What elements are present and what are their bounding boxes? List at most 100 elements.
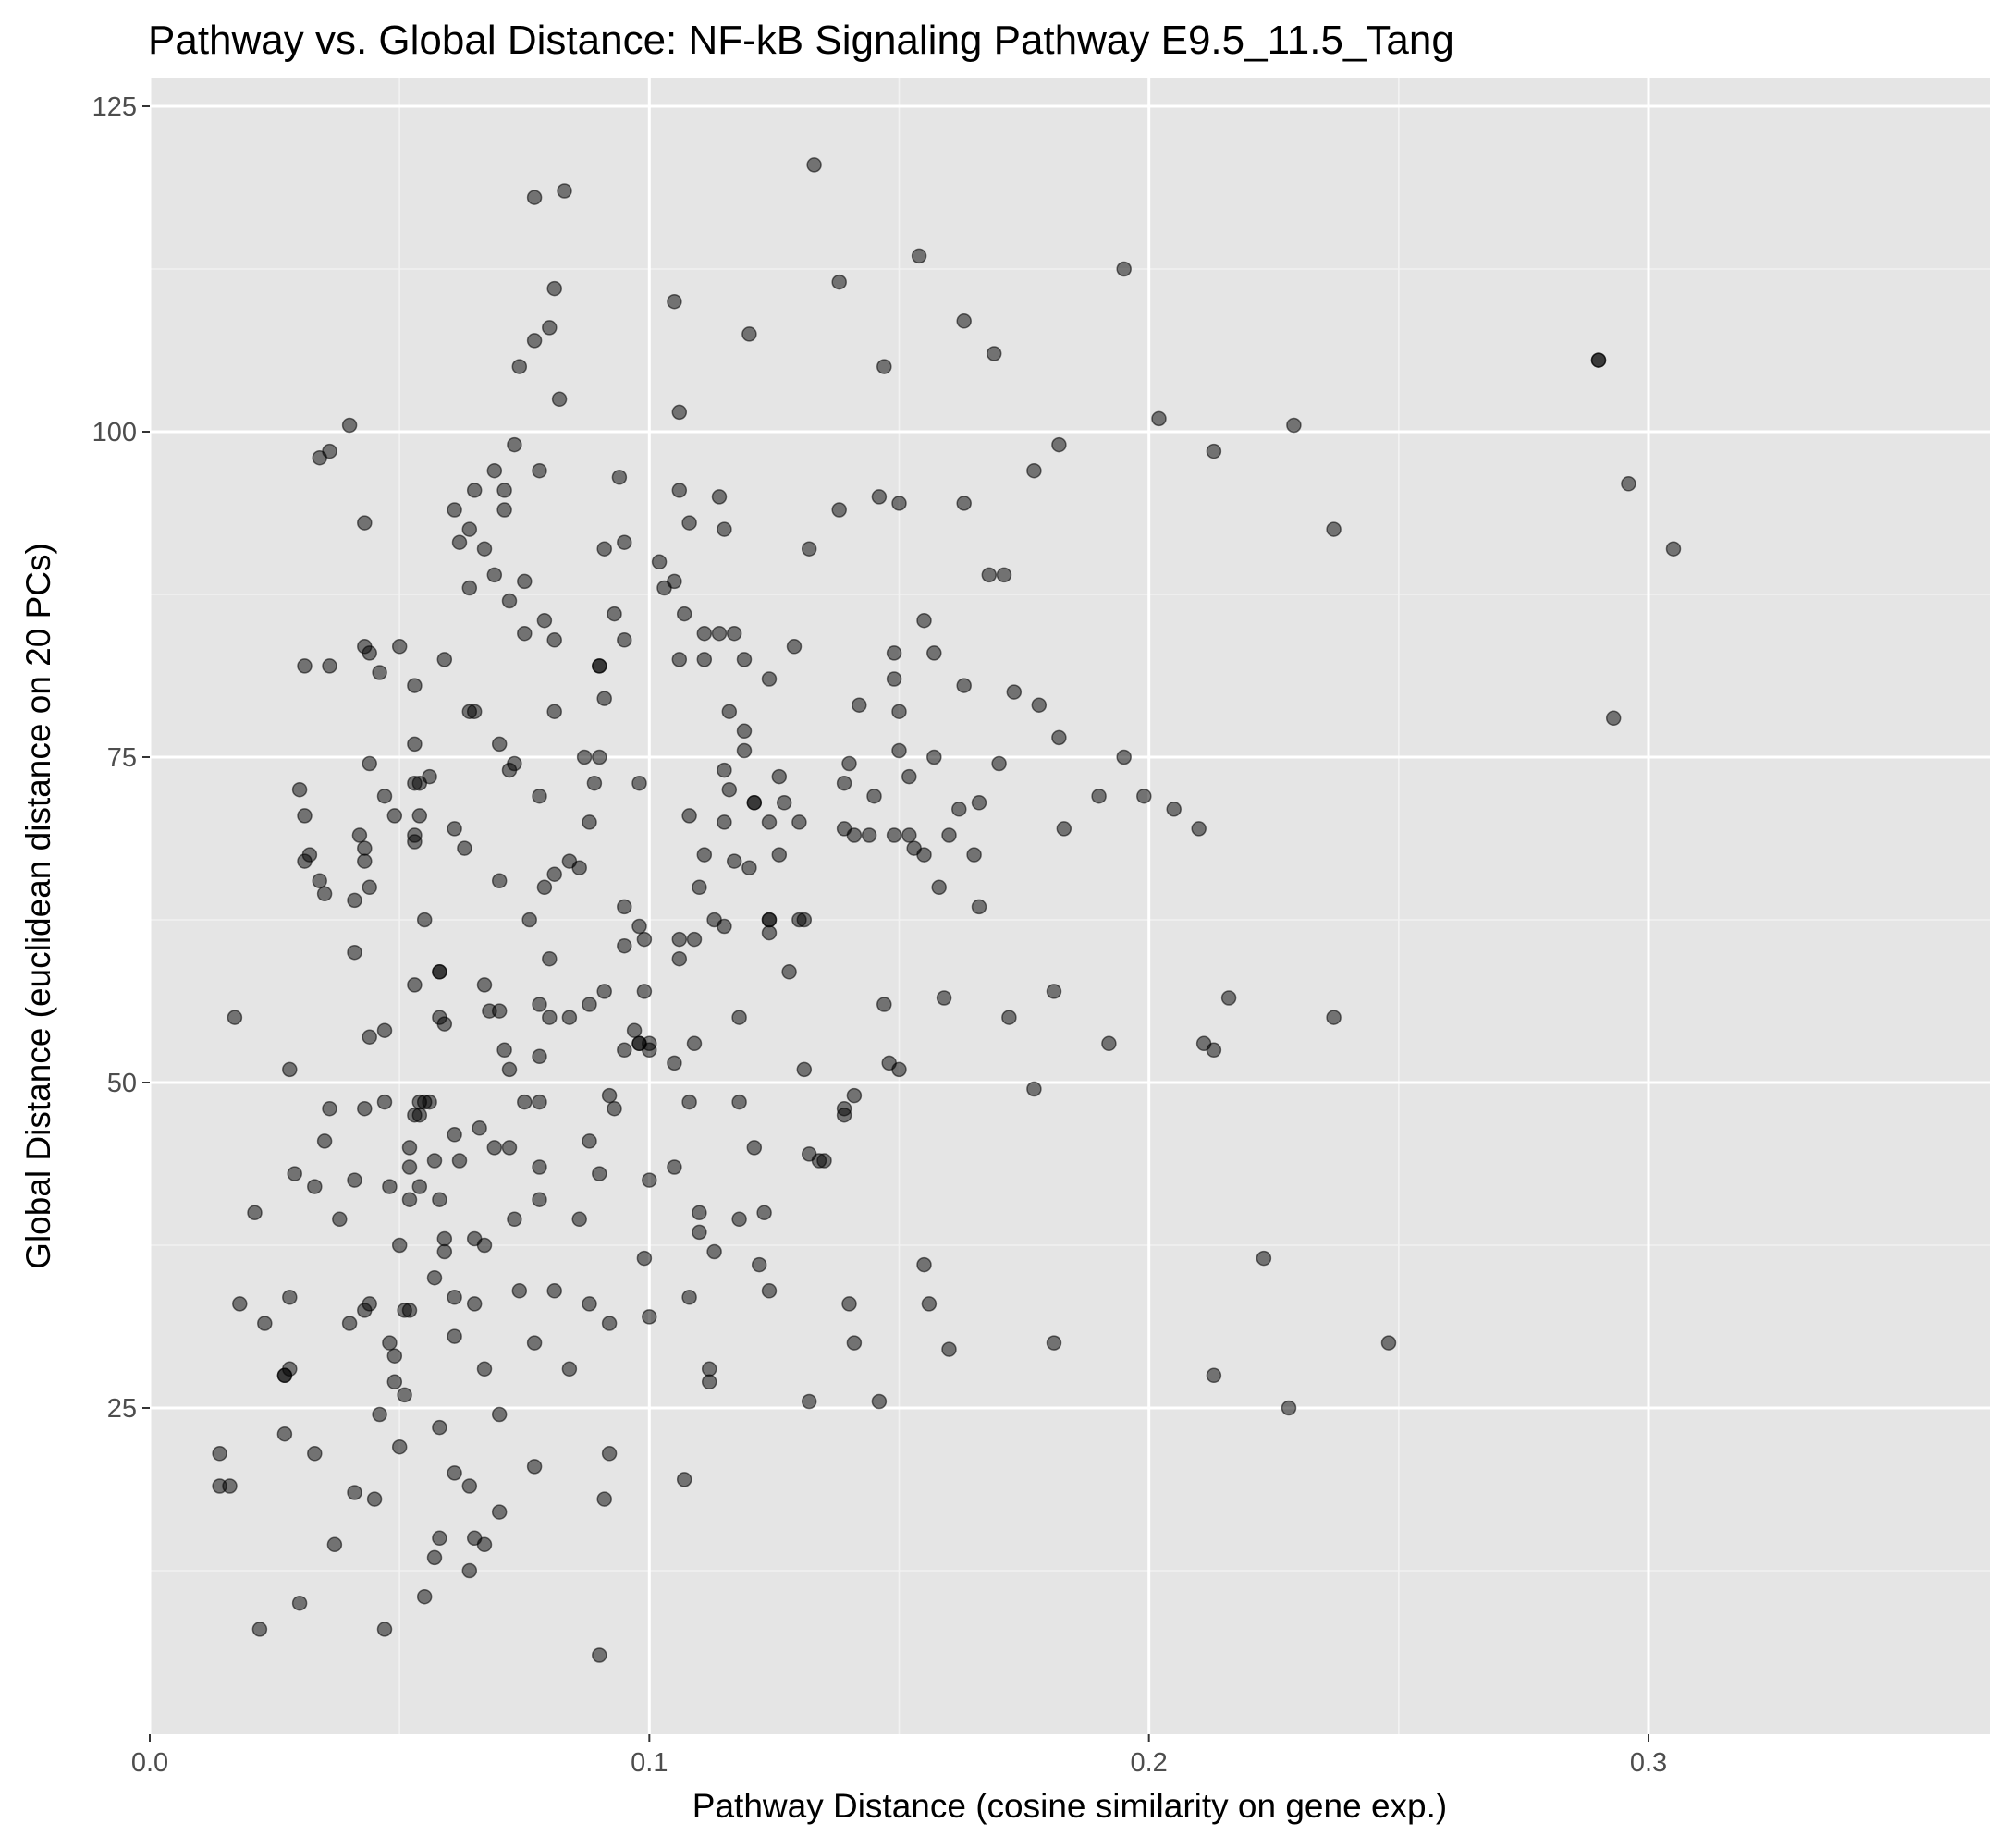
data-point bbox=[571, 860, 587, 875]
data-point bbox=[507, 1211, 522, 1228]
data-point bbox=[901, 768, 917, 785]
data-point bbox=[561, 1010, 578, 1025]
data-point bbox=[692, 879, 707, 896]
data-point bbox=[501, 593, 518, 609]
data-point bbox=[596, 984, 612, 999]
x-tick-label: 0.2 bbox=[1131, 1748, 1168, 1778]
data-point bbox=[692, 1205, 707, 1221]
data-point bbox=[551, 391, 568, 408]
data-point bbox=[526, 1459, 543, 1475]
data-point bbox=[617, 1042, 632, 1059]
data-point bbox=[222, 1478, 238, 1494]
data-point bbox=[671, 931, 688, 948]
data-point bbox=[746, 1140, 763, 1156]
data-point bbox=[726, 853, 742, 869]
data-point bbox=[631, 918, 647, 935]
data-point bbox=[532, 788, 547, 804]
data-point bbox=[681, 808, 697, 824]
data-point bbox=[731, 1211, 747, 1228]
data-point bbox=[671, 950, 688, 967]
data-point bbox=[517, 625, 533, 642]
data-point bbox=[436, 1016, 453, 1032]
data-point bbox=[761, 1283, 778, 1299]
data-point bbox=[511, 1283, 528, 1299]
data-point bbox=[681, 1290, 697, 1305]
data-point bbox=[542, 320, 558, 336]
data-point bbox=[282, 1061, 298, 1078]
data-point bbox=[307, 1179, 323, 1194]
data-point bbox=[1326, 521, 1342, 537]
data-point bbox=[746, 795, 763, 811]
data-point bbox=[557, 183, 572, 199]
data-point bbox=[801, 1393, 817, 1410]
data-point bbox=[601, 1316, 618, 1331]
data-point bbox=[542, 950, 558, 967]
data-point bbox=[806, 157, 822, 173]
data-point bbox=[397, 1303, 412, 1318]
data-point bbox=[721, 781, 738, 798]
data-point bbox=[496, 502, 512, 518]
data-point bbox=[876, 997, 892, 1012]
data-point bbox=[362, 755, 377, 772]
data-point bbox=[476, 1536, 493, 1553]
data-point bbox=[676, 606, 692, 622]
data-point bbox=[451, 1153, 468, 1169]
data-point bbox=[1006, 684, 1023, 700]
data-point bbox=[996, 567, 1012, 583]
data-point bbox=[407, 834, 423, 850]
data-point bbox=[1326, 1010, 1342, 1025]
data-point bbox=[276, 1426, 293, 1442]
data-point bbox=[436, 652, 453, 667]
data-point bbox=[447, 1127, 462, 1143]
data-point bbox=[836, 775, 852, 791]
data-point bbox=[1665, 541, 1682, 557]
data-point bbox=[601, 1087, 618, 1104]
data-point bbox=[291, 1595, 308, 1611]
data-point bbox=[432, 1192, 447, 1207]
data-point bbox=[1046, 1335, 1062, 1351]
data-point bbox=[866, 788, 882, 804]
data-point bbox=[542, 1010, 558, 1025]
data-point bbox=[307, 1446, 323, 1462]
data-point bbox=[642, 1042, 657, 1059]
data-point bbox=[486, 1140, 503, 1156]
data-point bbox=[447, 502, 462, 518]
data-point bbox=[496, 483, 512, 498]
data-point bbox=[671, 483, 688, 498]
data-point bbox=[491, 1406, 508, 1423]
y-tick-label: 100 bbox=[92, 418, 137, 447]
data-point bbox=[461, 1562, 478, 1579]
data-point bbox=[232, 1296, 248, 1312]
data-point bbox=[447, 821, 462, 837]
data-point bbox=[717, 521, 732, 537]
data-point bbox=[706, 1243, 722, 1260]
data-point bbox=[916, 612, 932, 629]
data-point bbox=[1380, 1335, 1397, 1351]
data-point bbox=[1191, 821, 1207, 837]
data-point bbox=[316, 886, 333, 902]
data-point bbox=[876, 359, 892, 374]
data-point bbox=[1206, 443, 1222, 459]
data-point bbox=[871, 489, 888, 505]
data-point bbox=[486, 462, 503, 479]
data-point bbox=[586, 775, 603, 791]
data-point bbox=[376, 1022, 393, 1038]
data-point bbox=[986, 346, 1002, 361]
data-point bbox=[891, 704, 907, 719]
data-point bbox=[671, 404, 688, 421]
data-point bbox=[517, 1094, 533, 1110]
data-point bbox=[407, 977, 423, 993]
data-point bbox=[362, 645, 377, 661]
y-axis-title: Global Distance (euclidean distance on 2… bbox=[19, 543, 57, 1269]
data-point bbox=[956, 678, 972, 693]
data-point bbox=[761, 671, 778, 687]
data-point bbox=[297, 658, 313, 674]
data-point bbox=[1590, 352, 1607, 368]
data-point bbox=[411, 1179, 428, 1194]
data-point bbox=[731, 1010, 747, 1025]
data-point bbox=[476, 1237, 493, 1254]
data-point bbox=[432, 1530, 447, 1547]
data-point bbox=[532, 997, 547, 1012]
data-point bbox=[667, 573, 682, 590]
data-point bbox=[372, 1406, 387, 1423]
